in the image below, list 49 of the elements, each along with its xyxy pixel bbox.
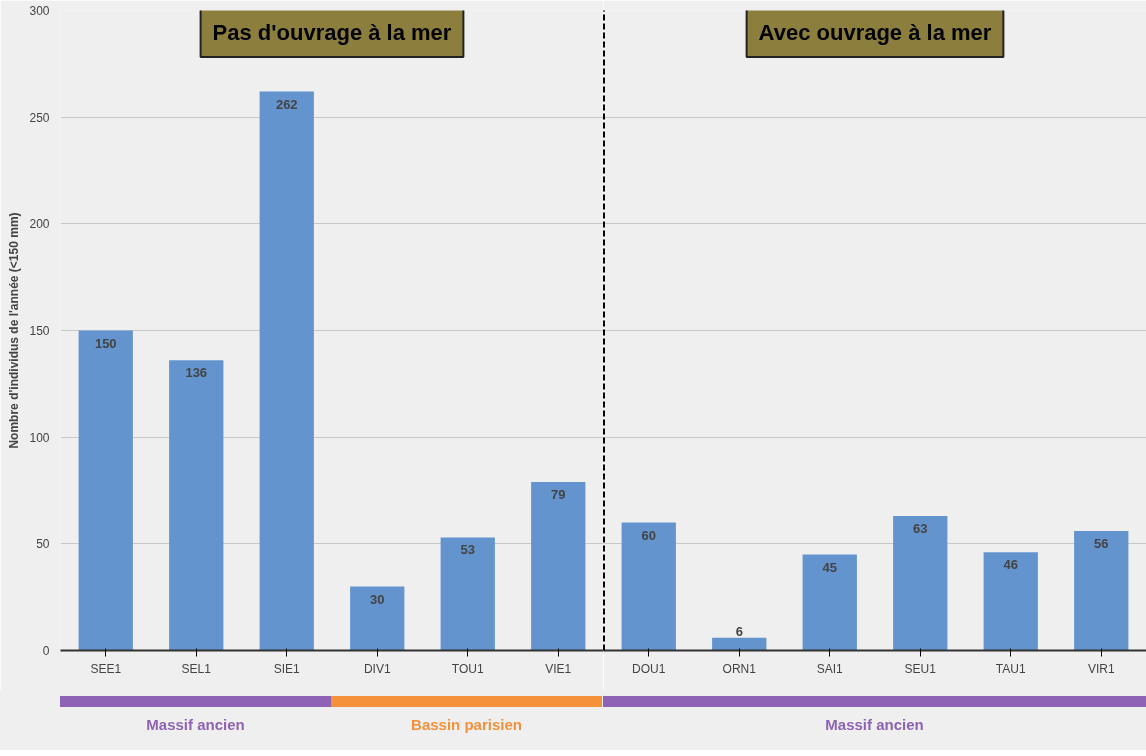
bar — [78, 330, 133, 651]
bar — [1074, 531, 1129, 651]
bar — [259, 91, 314, 651]
x-tick-label: SIE1 — [273, 661, 301, 676]
bar — [712, 637, 767, 651]
data-label: 45 — [822, 559, 837, 575]
bar — [350, 586, 405, 651]
data-label: 60 — [641, 527, 656, 543]
annotation: Pas d'ouvrage à la mer — [212, 20, 452, 45]
x-tick-label: TAU1 — [995, 661, 1026, 676]
y-tick-label: 200 — [29, 217, 50, 232]
x-tick-label: DIV1 — [363, 661, 391, 676]
data-label: 262 — [275, 96, 298, 112]
bar — [440, 537, 495, 651]
text: Massif ancien — [824, 715, 925, 735]
x-tick-label: TOU1 — [451, 661, 484, 676]
data-label: 150 — [94, 335, 117, 351]
x-tick-label: SEL1 — [181, 661, 212, 676]
y-tick-label: 100 — [29, 430, 50, 445]
data-label: 79 — [551, 486, 566, 502]
bar — [802, 554, 857, 651]
data-label: 6 — [735, 623, 743, 639]
x-tick-label: VIE1 — [545, 661, 572, 676]
y-tick-label: 0 — [42, 644, 50, 658]
y-tick-label: 250 — [29, 110, 50, 125]
bar — [169, 360, 224, 651]
x-tick-label: SAI1 — [816, 661, 844, 676]
y-tick-label: 150 — [29, 324, 50, 338]
y-tick-label: 300 — [29, 4, 50, 18]
x-tick-label: VIR1 — [1087, 661, 1115, 676]
data-label: 53 — [460, 542, 475, 558]
bar — [893, 516, 948, 651]
y-tick-label: 50 — [36, 537, 50, 552]
data-label: 46 — [1003, 557, 1018, 573]
x-tick-label: SEE1 — [90, 661, 122, 676]
x-tick-label: ORN1 — [722, 661, 757, 676]
data-label: 30 — [370, 591, 385, 607]
y-axis-title: Nombre d'individus de l'année (<150 mm) — [7, 212, 22, 449]
bar — [621, 522, 676, 651]
data-label: 63 — [913, 521, 928, 537]
annotation: Avec ouvrage à la mer — [758, 20, 992, 45]
bar — [531, 481, 586, 651]
bar — [983, 552, 1038, 651]
text: Bassin parisien — [410, 715, 523, 735]
x-tick-label: SEU1 — [904, 661, 937, 676]
x-tick-label: DOU1 — [632, 661, 666, 676]
text: Massif ancien — [145, 715, 246, 735]
data-label: 136 — [185, 365, 208, 381]
data-label: 56 — [1094, 536, 1109, 552]
